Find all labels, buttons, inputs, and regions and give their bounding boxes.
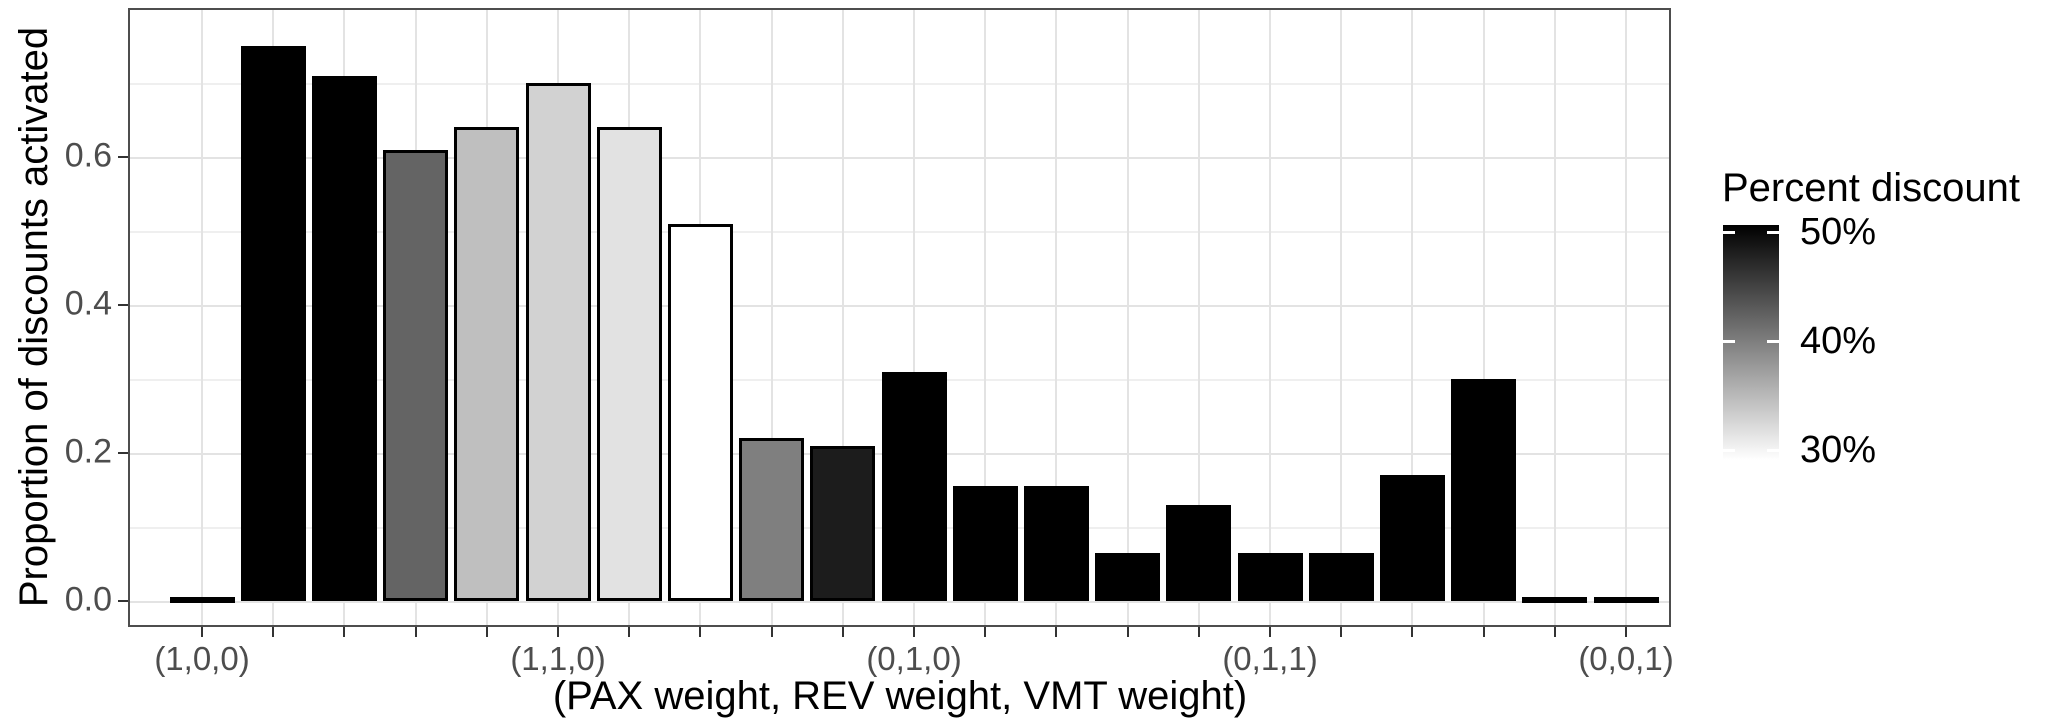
bar bbox=[312, 76, 377, 601]
y-tick-label: 0.4 bbox=[64, 284, 112, 323]
x-tick-mark bbox=[1198, 627, 1200, 637]
gridline-vertical bbox=[1625, 10, 1627, 625]
bar bbox=[170, 597, 235, 603]
x-tick-mark bbox=[771, 627, 773, 637]
gridline-horizontal-minor bbox=[130, 83, 1669, 85]
gridline-vertical bbox=[984, 10, 987, 625]
legend-tick-mark bbox=[1767, 231, 1779, 234]
bar bbox=[597, 127, 662, 601]
bar bbox=[383, 150, 448, 601]
gridline-horizontal-major bbox=[130, 157, 1669, 159]
x-tick-mark bbox=[343, 627, 345, 637]
x-tick-mark bbox=[1269, 627, 1271, 637]
legend-tick-mark bbox=[1723, 449, 1735, 452]
bar bbox=[810, 446, 875, 601]
x-tick-mark bbox=[842, 627, 844, 637]
legend-title: Percent discount bbox=[1722, 166, 2020, 210]
x-tick-mark bbox=[557, 627, 559, 637]
bar bbox=[1594, 597, 1659, 603]
bar bbox=[241, 46, 306, 601]
x-tick-mark bbox=[486, 627, 488, 637]
bar bbox=[1309, 553, 1374, 601]
gridline-vertical bbox=[1055, 10, 1058, 625]
x-tick-mark bbox=[272, 627, 274, 637]
x-tick-mark bbox=[1625, 627, 1627, 637]
gridline-vertical bbox=[1482, 10, 1485, 625]
x-tick-mark bbox=[1554, 627, 1556, 637]
bar bbox=[1095, 553, 1160, 601]
gridline-vertical bbox=[1411, 10, 1414, 625]
gridline-horizontal-major bbox=[130, 305, 1669, 307]
x-tick-mark bbox=[913, 627, 915, 637]
legend-tick-mark bbox=[1723, 340, 1735, 343]
x-tick-mark bbox=[1483, 627, 1485, 637]
gridline-horizontal-major bbox=[130, 601, 1669, 603]
bar bbox=[1522, 597, 1587, 603]
bar bbox=[739, 438, 804, 601]
plot-panel bbox=[128, 8, 1671, 627]
bar bbox=[882, 372, 947, 601]
legend-tick-mark bbox=[1767, 340, 1779, 343]
gridline-vertical bbox=[1553, 10, 1556, 625]
legend-label-30: 30% bbox=[1800, 429, 1877, 471]
bar bbox=[668, 224, 733, 601]
x-tick-mark bbox=[1127, 627, 1129, 637]
gridline-vertical bbox=[913, 10, 915, 625]
x-tick-label: (0,1,1) bbox=[1222, 640, 1318, 677]
x-tick-label: (1,0,0) bbox=[154, 640, 250, 677]
legend-tick-mark bbox=[1723, 231, 1735, 234]
x-axis-title: (PAX weight, REV weight, VMT weight) bbox=[552, 674, 1248, 718]
legend-gradient-bar bbox=[1723, 225, 1779, 460]
y-tick-mark bbox=[118, 304, 128, 306]
x-tick-mark bbox=[699, 627, 701, 637]
legend-label-50: 50% bbox=[1800, 211, 1877, 253]
y-tick-mark bbox=[118, 452, 128, 454]
y-tick-mark bbox=[118, 156, 128, 158]
x-tick-label: (0,1,0) bbox=[866, 640, 962, 677]
x-tick-mark bbox=[415, 627, 417, 637]
gridline-vertical bbox=[1340, 10, 1343, 625]
gridline-vertical bbox=[841, 10, 844, 625]
bar bbox=[1166, 505, 1231, 601]
bar bbox=[454, 127, 519, 601]
gridline-horizontal-minor bbox=[130, 231, 1669, 233]
bar bbox=[1024, 486, 1089, 601]
x-tick-label: (0,0,1) bbox=[1578, 640, 1674, 677]
x-tick-mark bbox=[1055, 627, 1057, 637]
bar bbox=[1380, 475, 1445, 601]
bar bbox=[953, 486, 1018, 601]
gridline-vertical bbox=[1126, 10, 1129, 625]
gridline-vertical bbox=[201, 10, 203, 625]
y-tick-label: 0.2 bbox=[64, 432, 112, 471]
gridline-vertical bbox=[1269, 10, 1271, 625]
x-tick-mark bbox=[1411, 627, 1413, 637]
x-tick-mark bbox=[201, 627, 203, 637]
gridline-vertical bbox=[1197, 10, 1200, 625]
x-tick-label: (1,1,0) bbox=[510, 640, 606, 677]
legend-label-40: 40% bbox=[1800, 320, 1877, 362]
x-tick-mark bbox=[1340, 627, 1342, 637]
y-tick-label: 0.0 bbox=[64, 580, 112, 619]
bar bbox=[1238, 553, 1303, 601]
bar bbox=[1451, 379, 1516, 601]
x-tick-mark bbox=[984, 627, 986, 637]
bar bbox=[526, 83, 591, 601]
y-tick-label: 0.6 bbox=[64, 136, 112, 175]
y-tick-mark bbox=[118, 600, 128, 602]
gridline-vertical bbox=[770, 10, 773, 625]
x-tick-mark bbox=[628, 627, 630, 637]
legend-tick-mark bbox=[1767, 449, 1779, 452]
